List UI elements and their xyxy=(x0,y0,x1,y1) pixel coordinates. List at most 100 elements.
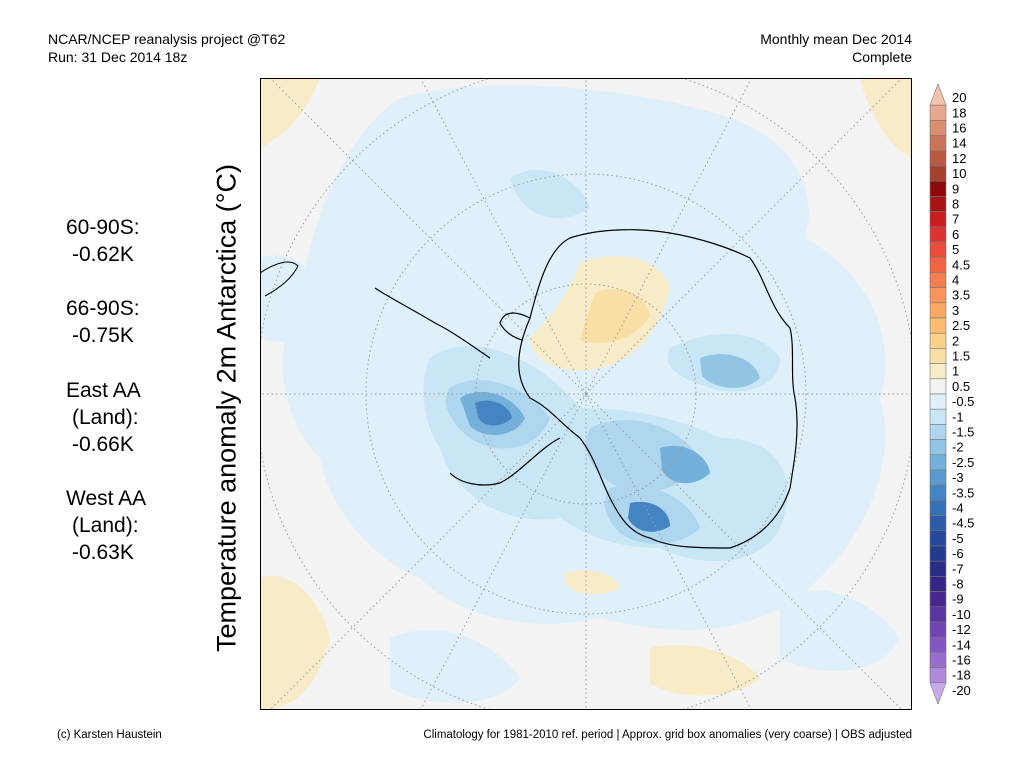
colorbar-label: -16 xyxy=(952,653,971,668)
colorbar-swatch xyxy=(929,652,947,668)
colorbar-label: -9 xyxy=(952,592,964,607)
colorbar-swatch xyxy=(929,408,947,425)
colorbar-label: 1 xyxy=(952,364,959,379)
stat-east-aa: East AA (Land): -0.66K xyxy=(66,377,141,458)
project-title: NCAR/NCEP reanalysis project @T62 xyxy=(48,31,286,47)
colorbar-label: 14 xyxy=(952,136,966,151)
colorbar-label: 1.5 xyxy=(952,349,970,364)
colorbar-swatch xyxy=(929,226,947,243)
colorbar-label: -3 xyxy=(952,470,964,485)
colorbar-label: 3 xyxy=(952,303,959,318)
stat-sub: (Land): xyxy=(72,406,139,429)
colorbar-label: 4.5 xyxy=(952,257,970,272)
anomaly-map xyxy=(260,78,912,710)
colorbar-label: -5 xyxy=(952,531,964,546)
colorbar-swatch xyxy=(929,287,947,304)
colorbar-swatch xyxy=(929,104,947,121)
colorbar-label: -0.5 xyxy=(952,394,974,409)
colorbar-swatch xyxy=(929,424,947,440)
colorbar-label: 6 xyxy=(952,227,959,242)
colorbar-label: 20 xyxy=(952,90,966,105)
colorbar-swatch xyxy=(929,454,947,471)
colorbar-swatch xyxy=(929,256,947,273)
cold-anomaly-core xyxy=(446,354,760,544)
colorbar-label: 3.5 xyxy=(952,288,970,303)
colorbar-swatch xyxy=(929,272,947,288)
colorbar-swatch xyxy=(929,591,947,608)
colorbar-swatch xyxy=(929,135,947,152)
colorbar-label: -14 xyxy=(952,637,971,652)
colorbar-label: 4 xyxy=(952,273,959,288)
colorbar-swatch xyxy=(929,348,947,364)
stat-label: East AA xyxy=(66,379,141,402)
colorbar-swatch xyxy=(929,317,947,334)
colorbar-label: -2 xyxy=(952,440,964,455)
colorbar-label: -18 xyxy=(952,668,971,683)
axis-title: Temperature anomaly 2m Antarctica (°C) xyxy=(211,164,242,652)
south-america-coastline xyxy=(260,261,299,297)
stat-sub: (Land): xyxy=(72,514,139,537)
colorbar-swatch xyxy=(929,196,947,212)
colorbar-label: -20 xyxy=(952,683,971,698)
colorbar-swatch xyxy=(929,120,947,136)
colorbar-label: -4.5 xyxy=(952,516,974,531)
colorbar-swatch xyxy=(929,560,947,577)
colorbar-label: 8 xyxy=(952,197,959,212)
stat-west-aa: West AA (Land): -0.63K xyxy=(66,485,146,566)
stat-60-90s: 60-90S: -0.62K xyxy=(66,214,140,268)
colorbar-label: 16 xyxy=(952,121,966,136)
colorbar-swatch xyxy=(929,211,947,228)
colorbar-label: -1 xyxy=(952,409,964,424)
colorbar-swatch xyxy=(929,165,947,182)
colorbar-swatch xyxy=(929,439,947,456)
stat-label: West AA xyxy=(66,487,147,510)
colorbar-label: 18 xyxy=(952,105,966,120)
colorbar-swatch xyxy=(929,530,947,547)
period-label: Monthly mean Dec 2014 xyxy=(760,31,912,47)
colorbar-label: 12 xyxy=(952,151,966,166)
colorbar-swatch xyxy=(929,576,947,592)
status-label: Complete xyxy=(852,49,912,65)
colorbar-swatches xyxy=(929,84,947,704)
colorbar-labels: 201816141210987654.543.532.521.510.5-0.5… xyxy=(952,90,974,698)
colorbar-label: -2.5 xyxy=(952,455,974,470)
colorbar-swatch xyxy=(929,606,947,623)
colorbar-swatch xyxy=(929,378,947,395)
colorbar-label: -8 xyxy=(952,577,964,592)
colorbar-swatch xyxy=(929,667,947,684)
stat-label: 60-90S: xyxy=(66,216,140,239)
stat-value: -0.62K xyxy=(72,243,134,266)
colorbar-swatch xyxy=(929,393,947,410)
polar-grid xyxy=(260,78,912,710)
colorbar-label: -3.5 xyxy=(952,485,974,500)
colorbar-swatch xyxy=(929,545,947,562)
colorbar-swatch xyxy=(929,500,947,516)
colorbar-label: 10 xyxy=(952,166,966,181)
colorbar-swatch xyxy=(929,180,947,197)
colorbar-label: 0.5 xyxy=(952,379,970,394)
credit: (c) Karsten Haustein xyxy=(57,729,162,741)
colorbar-label: -1.5 xyxy=(952,425,974,440)
colorbar-label: 5 xyxy=(952,242,959,257)
colorbar-label: -10 xyxy=(952,607,971,622)
header-left: NCAR/NCEP reanalysis project @T62 Run: 3… xyxy=(48,30,285,66)
colorbar-swatch xyxy=(929,469,947,486)
stat-label: 66-90S: xyxy=(66,297,140,320)
colorbar-label: -4 xyxy=(952,501,964,516)
colorbar-swatch xyxy=(929,150,947,167)
colorbar-label: 7 xyxy=(952,212,959,227)
colorbar-swatch xyxy=(929,636,947,653)
colorbar-label: 2 xyxy=(952,333,959,348)
footer-note: Climatology for 1981-2010 ref. period | … xyxy=(423,729,912,741)
colorbar-swatch xyxy=(929,332,947,349)
stat-value: -0.63K xyxy=(72,541,134,564)
map-frame xyxy=(260,78,912,710)
colorbar-label: 9 xyxy=(952,181,959,196)
header-right: Monthly mean Dec 2014 Complete xyxy=(760,30,912,66)
colorbar-swatch xyxy=(929,515,947,532)
colorbar-swatch xyxy=(929,484,947,501)
colorbar-label: -12 xyxy=(952,622,971,637)
stat-66-90s: 66-90S: -0.75K xyxy=(66,295,140,349)
stat-value: -0.75K xyxy=(72,324,134,347)
colorbar-label: -6 xyxy=(952,546,964,561)
